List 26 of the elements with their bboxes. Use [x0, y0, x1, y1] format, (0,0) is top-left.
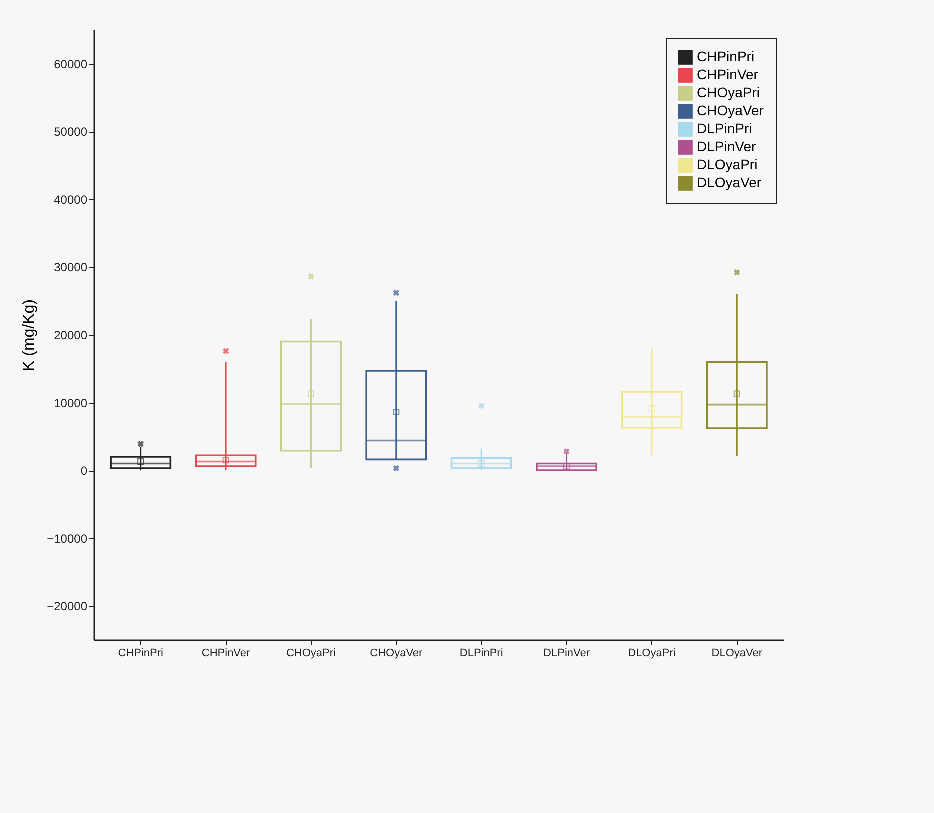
y-tick-label: −10000: [47, 532, 88, 546]
legend-label: CHOyaPri: [697, 84, 760, 100]
x-tick-label: DLPinVer: [544, 648, 590, 660]
y-tick-label: −20000: [47, 600, 88, 614]
x-tick-label: CHOyaVer: [370, 648, 424, 660]
y-tick-label: 20000: [54, 328, 88, 342]
y-tick-label: 50000: [54, 125, 88, 140]
legend-label: DLOyaPri: [697, 156, 758, 172]
x-tick-label: DLOyaVer: [712, 648, 763, 660]
x-tick-label: CHPinVer: [202, 648, 251, 660]
y-tick-label: 10000: [54, 396, 88, 410]
x-tick-label: CHOyaPri: [286, 648, 336, 660]
y-axis-title: K (mg/Kg): [21, 299, 38, 372]
legend-label: CHOyaVer: [697, 102, 764, 118]
legend-label: DLPinVer: [697, 138, 756, 154]
legend-label: CHPinVer: [697, 66, 759, 82]
x-tick-label: DLPinPri: [460, 648, 504, 660]
legend-label: DLOyaVer: [697, 174, 762, 190]
legend-label: DLPinPri: [697, 120, 752, 136]
y-tick-label: 40000: [54, 192, 88, 207]
x-tick-label: DLOyaPri: [628, 648, 676, 660]
x-tick-label: CHPinPri: [118, 648, 164, 660]
y-tick-label: 60000: [54, 57, 88, 72]
y-tick-label: 0: [80, 464, 88, 478]
y-tick-label: 30000: [54, 260, 88, 275]
legend-label: CHPinPri: [697, 48, 755, 64]
